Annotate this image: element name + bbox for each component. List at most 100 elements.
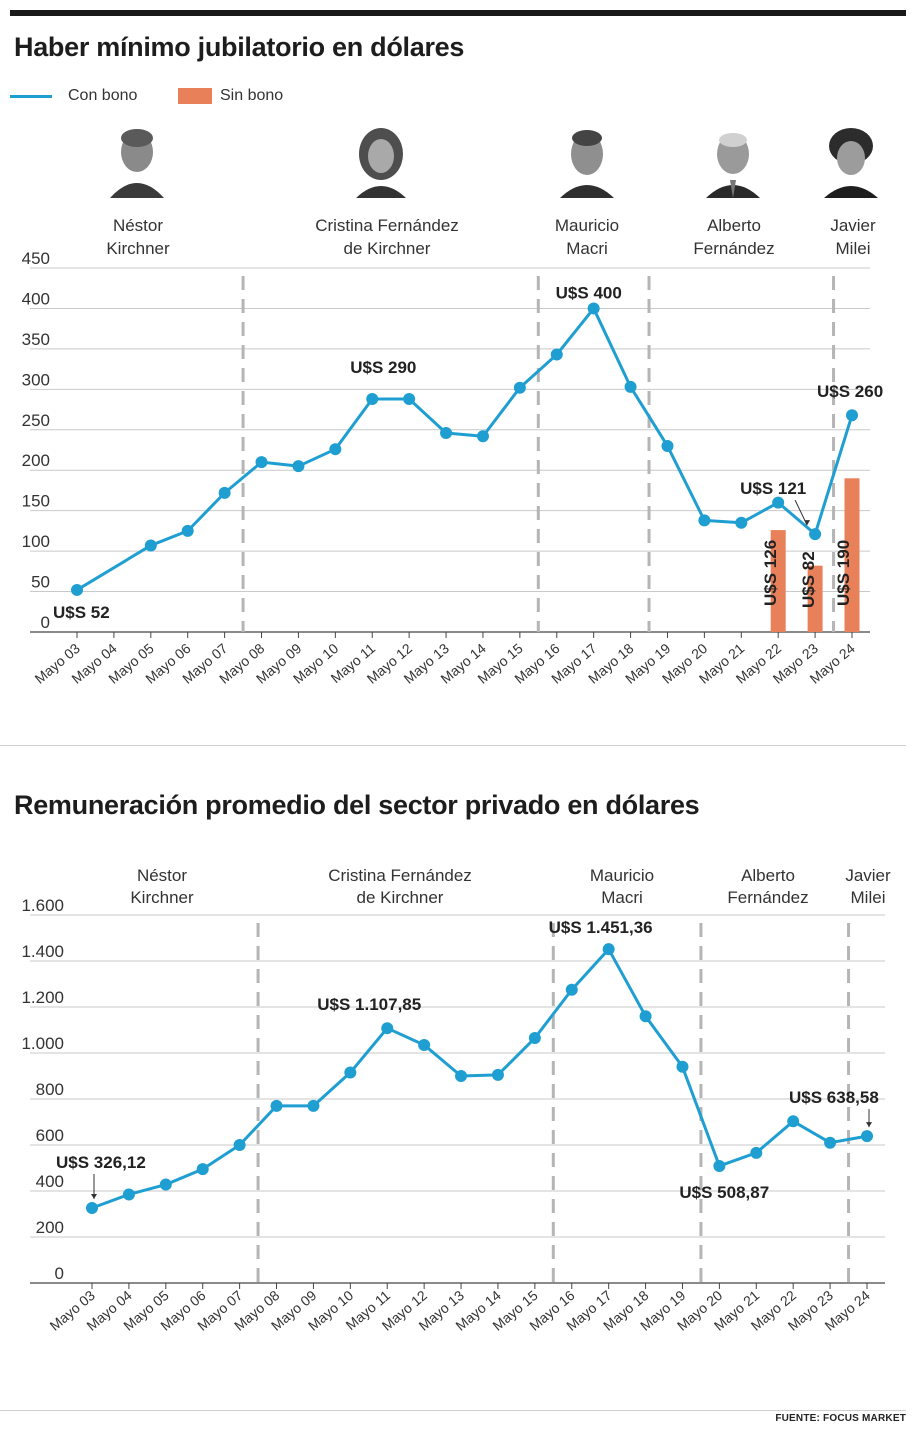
president-name-line2: de Kirchner [343,239,431,258]
legend-con-bono-label: Con bono [68,87,138,104]
data-point [329,443,342,456]
portrait-cristina-fernandez [356,128,406,198]
data-point [587,302,600,315]
legend-con-bono-swatch [10,95,52,98]
chart2-president-cristina: Cristina Fernández de Kirchner [328,865,472,909]
y-tick-label: 450 [22,249,50,268]
data-point [713,1159,726,1172]
chart1-president-alberto: Alberto Fernández [693,214,774,260]
president-name-line1: Néstor [112,216,164,235]
data-point [787,1115,800,1128]
data-point [255,456,268,469]
portrait-alberto-fernandez [706,133,760,198]
annotation-arrowhead [866,1122,872,1128]
value-annotation: U$S 400 [556,283,622,302]
value-annotation: U$S 326,12 [56,1153,146,1172]
chart2-president-alberto: Alberto Fernández [727,865,808,909]
y-tick-label: 350 [22,330,50,349]
data-point [491,1068,504,1081]
data-point [403,393,416,406]
president-name-line1: Cristina Fernández [328,866,472,885]
chart2-president-macri: Mauricio Macri [590,865,654,909]
y-tick-label: 250 [22,411,50,430]
data-point [676,1060,689,1073]
y-tick-label: 1.200 [21,988,64,1007]
value-annotation: U$S 1.107,85 [317,995,421,1014]
data-point [639,1010,652,1023]
data-point [602,943,615,956]
chart2-president-kirchner: Néstor Kirchner [130,865,193,909]
data-point [698,514,711,527]
legend-sin-bono-swatch [178,88,212,104]
data-point [455,1070,468,1082]
data-point [861,1130,873,1143]
y-tick-label: 400 [36,1172,64,1191]
president-name-line1: Alberto [707,216,761,235]
sin-bono-bar [844,478,860,632]
series-line [76,306,854,592]
data-point [476,430,489,443]
top-rule [10,10,906,16]
data-point [144,539,157,552]
president-name-line2: Milei [850,888,886,907]
data-point [809,528,822,541]
data-point [159,1178,172,1191]
data-point [307,1099,320,1112]
president-name-line1: Javier [845,866,891,885]
data-point [181,524,194,537]
annotation-arrowhead [804,520,811,526]
data-point [270,1099,283,1112]
data-point [418,1038,431,1051]
y-tick-label: 100 [22,532,50,551]
data-point [122,1188,135,1201]
president-name-line1: Mauricio [554,216,620,235]
data-point [513,381,526,394]
president-name-line1: Mauricio [589,866,655,885]
y-tick-label: 1.000 [21,1034,64,1053]
data-point [440,427,453,440]
portrait-mauricio-macri [560,130,614,198]
president-name-line1: Javier [830,216,876,235]
data-point [735,516,748,529]
value-annotation: U$S 638,58 [789,1088,879,1107]
chart2-title: Remuneración promedio del sector privado… [14,790,700,820]
y-tick-label: 600 [36,1126,64,1145]
chart1-president-macri: Mauricio Macri [555,214,619,260]
y-tick-label: 300 [22,370,50,389]
data-point [381,1022,394,1035]
president-name-line2: Macri [601,888,643,907]
data-point [846,409,858,422]
portrait-javier-milei [824,128,878,198]
president-name-line2: Milei [835,239,871,258]
data-point [565,983,578,996]
bar-value-label: U$S 82 [799,551,818,608]
data-point [86,1201,98,1214]
data-point [528,1032,541,1045]
data-point [233,1139,246,1151]
y-tick-label: 1.400 [21,942,64,961]
chart1-president-kirchner: Néstor Kirchner [106,214,169,260]
president-name-line2: Kirchner [106,239,170,258]
data-point [750,1146,763,1159]
y-tick-label: 200 [36,1218,64,1237]
section-divider [0,745,906,746]
y-tick-label: 0 [55,1264,64,1283]
president-name-line2: Kirchner [130,888,194,907]
value-annotation: U$S 1.451,36 [549,918,653,937]
value-annotation: U$S 508,87 [679,1183,769,1202]
president-name-line2: Fernández [727,888,809,907]
bar-value-label: U$S 126 [761,540,780,606]
y-tick-label: 200 [22,451,50,470]
y-tick-label: 1.600 [21,896,64,915]
president-name-line2: de Kirchner [356,888,444,907]
president-name-line2: Macri [566,239,608,258]
value-annotation: U$S 52 [53,603,110,622]
president-name-line2: Fernández [693,239,775,258]
sin-bono-bar [770,530,786,632]
data-point [71,583,83,596]
source-credit: FUENTE: FOCUS MARKET [775,1413,906,1424]
data-point [550,348,563,361]
data-point [344,1066,357,1079]
